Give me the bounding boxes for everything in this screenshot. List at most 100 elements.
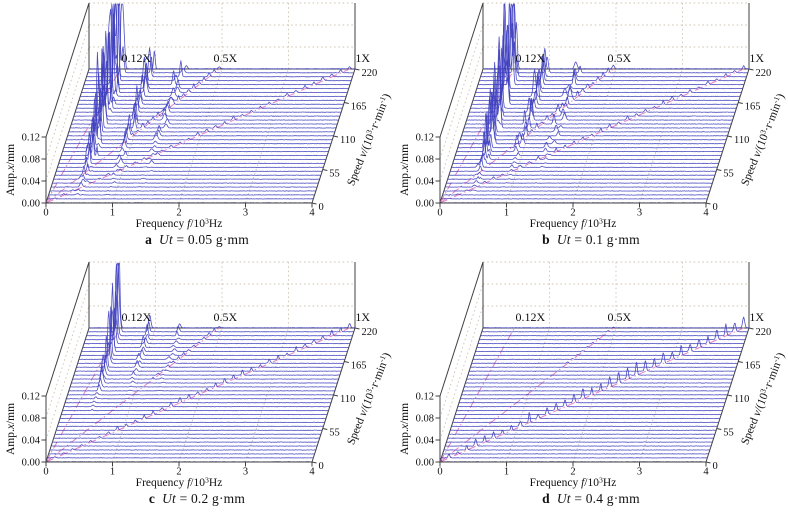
svg-text:0.12: 0.12 xyxy=(22,392,40,403)
svg-text:2: 2 xyxy=(570,208,575,219)
caption-variable: Ut xyxy=(556,491,571,506)
svg-text:Frequency f/103Hz: Frequency f/103Hz xyxy=(530,217,617,231)
panel-c: 0 1 2 3 4 0.00 0.04 0.08 0.12 0 55 110 165 220 Frequen… xyxy=(0,259,394,517)
caption-letter: c xyxy=(148,491,156,506)
svg-text:0.12X: 0.12X xyxy=(121,51,151,65)
svg-text:55: 55 xyxy=(329,169,340,180)
svg-text:1: 1 xyxy=(110,208,115,219)
svg-text:0.5X: 0.5X xyxy=(608,51,632,65)
svg-text:165: 165 xyxy=(351,102,367,113)
svg-text:165: 165 xyxy=(745,361,761,372)
svg-text:2: 2 xyxy=(176,208,181,219)
svg-text:4: 4 xyxy=(309,467,315,478)
svg-text:0: 0 xyxy=(319,202,324,213)
svg-text:Amp.x/mm: Amp.x/mm xyxy=(399,403,411,455)
svg-text:2: 2 xyxy=(570,467,575,478)
svg-text:0: 0 xyxy=(43,467,48,478)
svg-text:220: 220 xyxy=(756,327,772,338)
svg-text:0.00: 0.00 xyxy=(416,458,434,469)
svg-text:3: 3 xyxy=(243,208,248,219)
svg-text:0.5X: 0.5X xyxy=(214,51,238,65)
svg-text:4: 4 xyxy=(703,208,709,219)
svg-text:3: 3 xyxy=(637,467,642,478)
svg-text:165: 165 xyxy=(745,102,761,113)
svg-text:55: 55 xyxy=(723,169,734,180)
svg-text:0.00: 0.00 xyxy=(22,458,40,469)
svg-text:0.04: 0.04 xyxy=(22,177,41,188)
svg-text:0.12X: 0.12X xyxy=(515,310,545,324)
svg-text:0.12: 0.12 xyxy=(416,133,434,144)
svg-text:1: 1 xyxy=(504,208,509,219)
svg-text:0: 0 xyxy=(437,208,442,219)
panel-caption-a: a Ut = 0.05 g·mm xyxy=(0,232,394,248)
svg-text:1: 1 xyxy=(504,467,509,478)
caption-variable: Ut xyxy=(162,491,177,506)
svg-text:110: 110 xyxy=(340,394,355,405)
svg-text:1: 1 xyxy=(110,467,115,478)
svg-text:110: 110 xyxy=(734,135,749,146)
caption-variable: Ut xyxy=(556,232,571,247)
svg-text:0.00: 0.00 xyxy=(416,199,434,210)
svg-text:0.04: 0.04 xyxy=(22,436,41,447)
svg-text:1X: 1X xyxy=(355,310,370,324)
svg-text:0.12X: 0.12X xyxy=(515,51,545,65)
caption-value: = 0.2 g·mm xyxy=(179,491,246,506)
waterfall-plot-c: 0 1 2 3 4 0.00 0.04 0.08 0.12 0 55 110 165 220 Frequen… xyxy=(5,261,393,490)
svg-text:220: 220 xyxy=(362,327,378,338)
svg-text:Amp.x/mm: Amp.x/mm xyxy=(5,403,17,455)
svg-text:110: 110 xyxy=(734,394,749,405)
svg-text:1X: 1X xyxy=(355,51,370,65)
svg-text:Frequency f/103Hz: Frequency f/103Hz xyxy=(530,476,617,490)
waterfall-plot-b: 0 1 2 3 4 0.00 0.04 0.08 0.12 0 55 110 165 220 Frequen… xyxy=(399,2,787,231)
svg-text:Amp.x/mm: Amp.x/mm xyxy=(5,144,17,196)
svg-text:0.5X: 0.5X xyxy=(608,310,632,324)
svg-text:0: 0 xyxy=(43,208,48,219)
caption-value: = 0.4 g·mm xyxy=(574,491,640,506)
panel-a: 0 1 2 3 4 0.00 0.04 0.08 0.12 0 55 110 165 220 Frequen… xyxy=(0,0,394,258)
panel-caption-c: c Ut = 0.2 g·mm xyxy=(0,491,394,507)
svg-text:0: 0 xyxy=(437,467,442,478)
svg-text:0.12: 0.12 xyxy=(416,392,434,403)
svg-text:0.08: 0.08 xyxy=(22,155,40,166)
svg-text:3: 3 xyxy=(243,467,248,478)
svg-text:1X: 1X xyxy=(749,51,764,65)
caption-value: = 0.05 g·mm xyxy=(176,232,249,247)
svg-text:0.08: 0.08 xyxy=(22,414,40,425)
svg-text:0.08: 0.08 xyxy=(416,414,434,425)
svg-text:3: 3 xyxy=(637,208,642,219)
svg-text:0: 0 xyxy=(713,461,718,472)
svg-text:0.00: 0.00 xyxy=(22,199,40,210)
svg-text:0.12X: 0.12X xyxy=(121,310,151,324)
svg-text:0.12: 0.12 xyxy=(22,133,40,144)
svg-text:55: 55 xyxy=(329,428,340,439)
svg-text:110: 110 xyxy=(340,135,355,146)
svg-text:Frequency f/103Hz: Frequency f/103Hz xyxy=(136,476,223,490)
svg-text:2: 2 xyxy=(176,467,181,478)
waterfall-plot-d: 0 1 2 3 4 0.00 0.04 0.08 0.12 0 55 110 165 220 Frequen… xyxy=(399,261,787,490)
waterfall-plot-a: 0 1 2 3 4 0.00 0.04 0.08 0.12 0 55 110 165 220 Frequen… xyxy=(5,2,393,231)
svg-text:4: 4 xyxy=(309,208,315,219)
svg-text:0.04: 0.04 xyxy=(416,177,435,188)
svg-text:220: 220 xyxy=(362,68,378,79)
caption-letter: d xyxy=(542,491,550,506)
caption-letter: a xyxy=(145,232,153,247)
svg-text:0: 0 xyxy=(713,202,718,213)
caption-value: = 0.1 g·mm xyxy=(574,232,640,247)
caption-variable: Ut xyxy=(159,232,173,247)
svg-text:165: 165 xyxy=(351,361,367,372)
svg-text:0: 0 xyxy=(319,461,324,472)
svg-text:220: 220 xyxy=(756,68,772,79)
panel-d: 0 1 2 3 4 0.00 0.04 0.08 0.12 0 55 110 165 220 Frequen… xyxy=(394,259,788,517)
svg-text:4: 4 xyxy=(703,467,709,478)
caption-letter: b xyxy=(542,232,550,247)
svg-text:Frequency f/103Hz: Frequency f/103Hz xyxy=(136,217,223,231)
svg-text:1X: 1X xyxy=(749,310,764,324)
svg-text:0.04: 0.04 xyxy=(416,436,435,447)
svg-text:55: 55 xyxy=(723,428,734,439)
panel-b: 0 1 2 3 4 0.00 0.04 0.08 0.12 0 55 110 165 220 Frequen… xyxy=(394,0,788,258)
svg-text:0.08: 0.08 xyxy=(416,155,434,166)
svg-text:Amp.x/mm: Amp.x/mm xyxy=(399,144,411,196)
panel-caption-d: d Ut = 0.4 g·mm xyxy=(394,491,788,507)
panel-caption-b: b Ut = 0.1 g·mm xyxy=(394,232,788,248)
